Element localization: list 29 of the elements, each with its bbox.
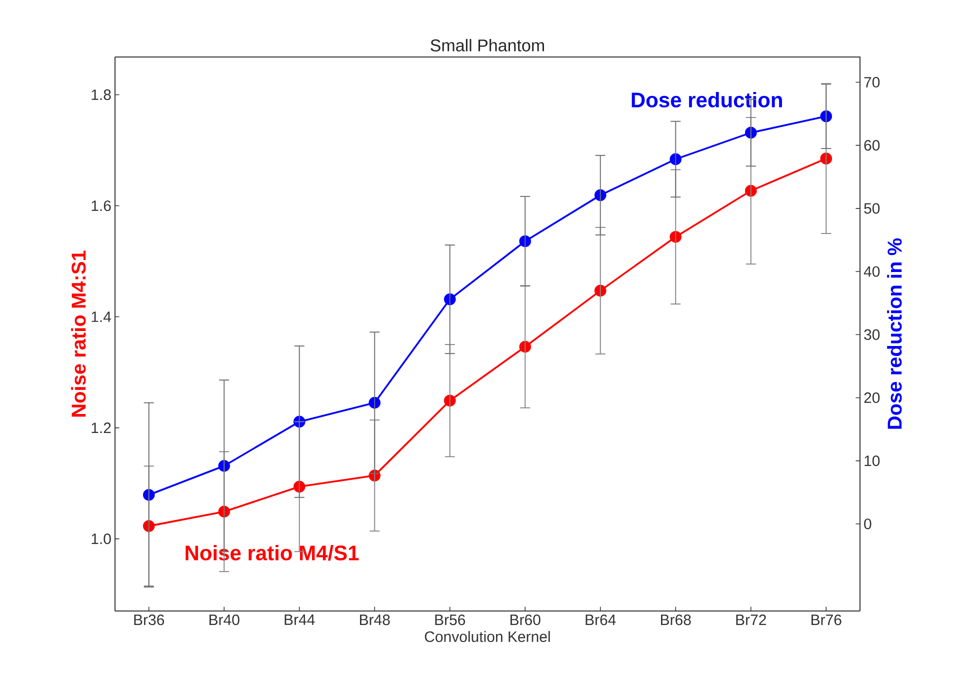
y2-tick-label: 50 [864,203,880,214]
y-tick-label: 1.8 [92,89,111,100]
y2-tick-label: 70 [864,76,880,88]
y2-tick-label: 10 [864,456,880,466]
chart-title: Small Phantom [430,38,544,52]
x-tick-label: Br76 [812,614,842,626]
y2-tick-label: 30 [864,329,880,340]
x-tick-label: Br40 [210,614,240,626]
series-label: Noise ratio M4/S1 [186,545,359,561]
y2-tick-label: 0 [864,518,872,530]
y2-axis-title: Dose reduction in % [887,238,902,429]
y2-tick-label: 60 [864,140,880,151]
x-tick-label: Br36 [134,614,164,626]
y-axis-title: Noise ratio M4:S1 [71,250,86,417]
x-axis-title: Convolution Kernel [424,631,550,642]
x-tick-label: Br68 [661,614,691,626]
x-tick-label: Br72 [736,614,766,625]
x-tick-label: Br48 [360,614,390,626]
series-label: Dose reduction [632,92,782,108]
y2-tick-label: 40 [864,266,880,277]
x-tick-label: Br44 [284,614,315,625]
y-tick-label: 1.2 [92,422,111,434]
y-tick-label: 1.6 [92,200,111,212]
y-tick-label: 1.0 [92,534,111,544]
x-tick-label: Br56 [435,614,466,626]
y2-tick-label: 20 [864,392,880,404]
y-tick-label: 1.4 [92,312,112,322]
x-tick-label: Br64 [586,614,616,626]
x-tick-label: Br60 [510,614,540,626]
